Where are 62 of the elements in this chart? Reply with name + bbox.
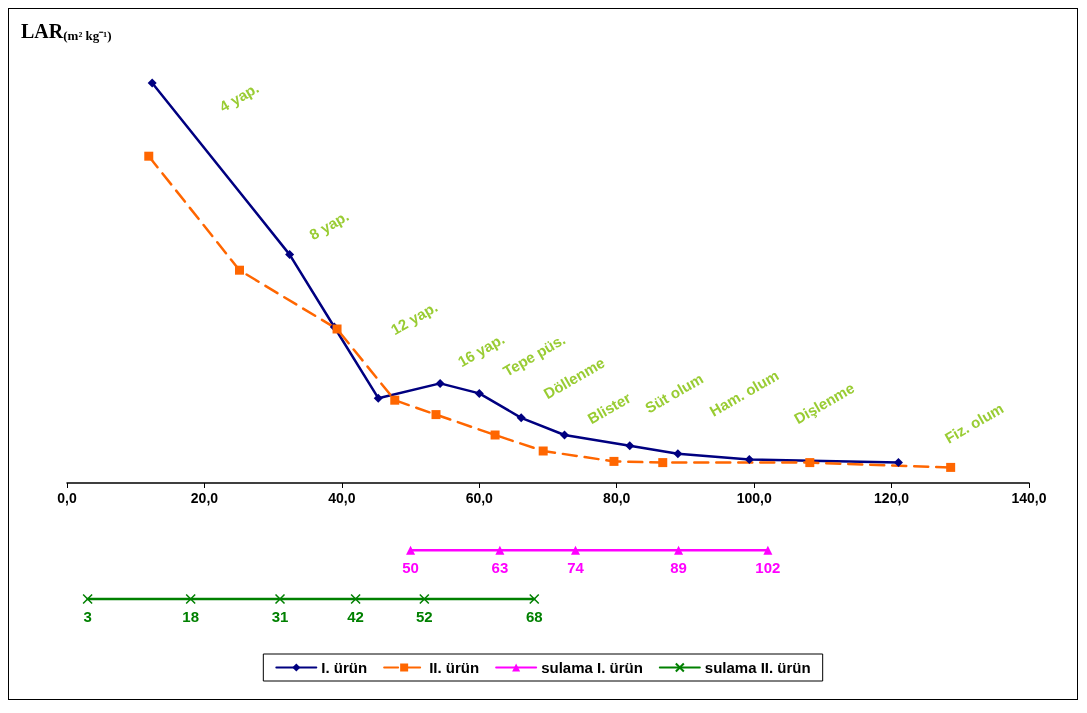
- annotation: Ham. olum: [706, 366, 782, 420]
- x-tick-label: 120,0: [874, 490, 910, 506]
- point: [406, 545, 416, 555]
- point: [658, 458, 668, 468]
- point: [390, 395, 400, 405]
- legend-label: I. ürün: [321, 659, 368, 676]
- point: [946, 462, 956, 472]
- annotation: 42: [347, 608, 364, 625]
- point: [144, 151, 154, 161]
- x-tick-label: 40,0: [328, 490, 356, 506]
- point: [559, 430, 569, 440]
- point: [805, 458, 815, 468]
- annotation: 3: [83, 608, 92, 625]
- annotation: 8 yap.: [306, 207, 352, 243]
- point: [350, 593, 361, 605]
- annotation: 4 yap.: [216, 79, 262, 115]
- point: [673, 449, 683, 459]
- x-tick-label: 60,0: [465, 490, 494, 506]
- point: [373, 393, 383, 403]
- x-tick-label: 0,0: [57, 490, 77, 506]
- legend-label: II. ürün: [429, 659, 480, 676]
- point: [419, 593, 430, 605]
- annotation: 74: [567, 559, 585, 577]
- legend-label: sulama II. ürün: [704, 659, 811, 676]
- point: [435, 378, 445, 388]
- point: [234, 265, 244, 275]
- point: [495, 545, 505, 555]
- x-tick-label: 140,0: [1011, 490, 1047, 506]
- annotation: Süt olum: [642, 369, 706, 417]
- point: [529, 593, 540, 605]
- annotation: 52: [415, 608, 433, 625]
- point: [285, 250, 295, 260]
- point: [147, 78, 157, 88]
- x-tick-label: 80,0: [603, 490, 631, 506]
- annotation: 12 yap.: [387, 297, 441, 339]
- point: [893, 458, 903, 468]
- point: [674, 545, 684, 555]
- point: [185, 593, 196, 605]
- point: [625, 441, 635, 451]
- x-tick-label: 20,0: [190, 490, 219, 506]
- point: [609, 456, 619, 466]
- annotation: 63: [491, 559, 509, 577]
- annotation: 18: [182, 608, 200, 625]
- point: [490, 430, 500, 440]
- annotation: 68: [525, 608, 543, 625]
- point: [274, 593, 286, 605]
- legend-label: sulama I. ürün: [541, 659, 643, 676]
- annotation: 102: [755, 559, 781, 577]
- annotation: 50: [402, 559, 419, 577]
- annotation: 31: [271, 608, 289, 625]
- point: [82, 593, 93, 605]
- y-axis-title: LAR(m² kg⁻¹): [21, 20, 112, 43]
- point: [538, 446, 548, 456]
- point: [744, 454, 754, 464]
- point: [474, 388, 484, 398]
- annotation: Fiz. olum: [941, 399, 1007, 447]
- point: [570, 545, 580, 555]
- point: [516, 413, 526, 423]
- x-tick-label: 100,0: [736, 490, 772, 506]
- point: [763, 545, 773, 555]
- annotation: 89: [670, 559, 687, 577]
- point: [431, 410, 441, 420]
